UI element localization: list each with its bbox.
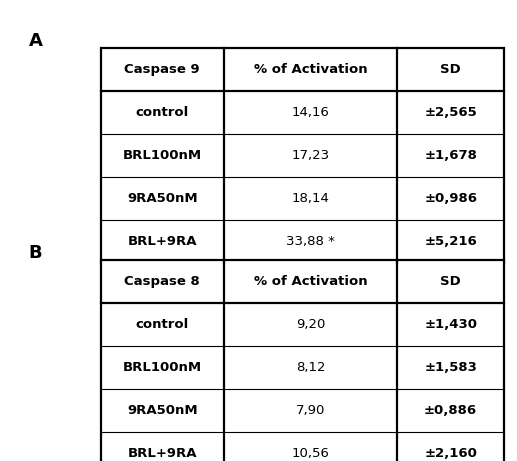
Text: ±1,583: ±1,583 xyxy=(424,361,477,374)
Text: ±0,986: ±0,986 xyxy=(424,192,477,205)
Text: 17,23: 17,23 xyxy=(292,149,329,162)
Text: ±1,678: ±1,678 xyxy=(424,149,477,162)
Text: ±5,216: ±5,216 xyxy=(424,235,477,248)
Text: % of Activation: % of Activation xyxy=(254,275,367,289)
Text: Caspase 9: Caspase 9 xyxy=(125,63,200,77)
Text: 33,88 *: 33,88 * xyxy=(286,235,335,248)
Text: ±0,886: ±0,886 xyxy=(424,404,477,417)
Text: 9,20: 9,20 xyxy=(296,318,325,331)
Text: 8,12: 8,12 xyxy=(296,361,325,374)
Text: 14,16: 14,16 xyxy=(292,106,329,119)
Text: BRL100nM: BRL100nM xyxy=(123,149,202,162)
Bar xyxy=(101,48,504,263)
Text: control: control xyxy=(135,318,189,331)
Text: Caspase 8: Caspase 8 xyxy=(125,275,200,289)
Text: 7,90: 7,90 xyxy=(296,404,325,417)
Text: BRL100nM: BRL100nM xyxy=(123,361,202,374)
Text: BRL+9RA: BRL+9RA xyxy=(128,235,197,248)
Text: A: A xyxy=(28,32,42,50)
Text: 9RA50nM: 9RA50nM xyxy=(127,192,197,205)
Text: 9RA50nM: 9RA50nM xyxy=(127,404,197,417)
Text: B: B xyxy=(28,244,42,262)
Text: ±1,430: ±1,430 xyxy=(424,318,477,331)
Text: SD: SD xyxy=(440,63,461,77)
Text: SD: SD xyxy=(440,275,461,289)
Text: BRL+9RA: BRL+9RA xyxy=(128,447,197,460)
Text: ±2,160: ±2,160 xyxy=(424,447,477,460)
Text: ±2,565: ±2,565 xyxy=(424,106,477,119)
Text: 10,56: 10,56 xyxy=(292,447,329,460)
Text: 18,14: 18,14 xyxy=(292,192,329,205)
Text: control: control xyxy=(135,106,189,119)
Text: % of Activation: % of Activation xyxy=(254,63,367,77)
Bar xyxy=(101,260,504,461)
